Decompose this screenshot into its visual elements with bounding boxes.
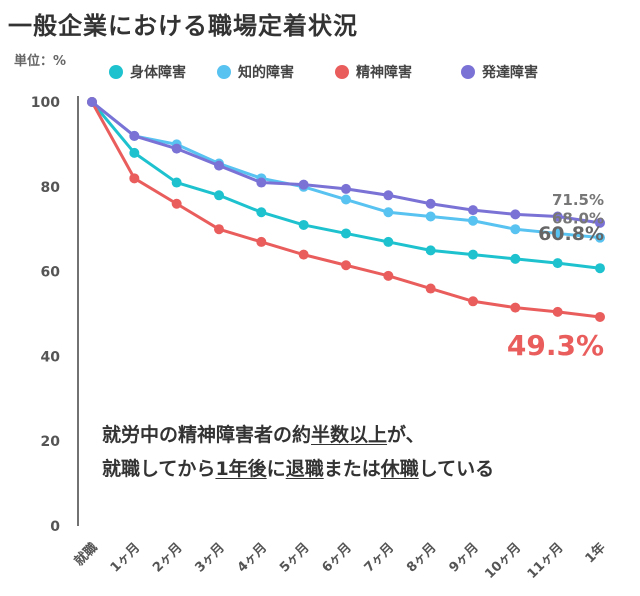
legend-label: 知的障害 [238, 64, 294, 81]
x-tick-label: 2ヶ月 [150, 540, 185, 575]
annotation-text: 就労中の精神障害者の約 [102, 424, 312, 446]
data-point [468, 205, 478, 216]
data-point [383, 207, 394, 218]
data-point [383, 270, 394, 281]
legend-marker [109, 65, 123, 79]
data-point [87, 97, 97, 107]
annotation-text: している [418, 458, 495, 480]
y-tick-label: 0 [50, 519, 60, 535]
annotation-text: に [266, 458, 286, 480]
annotation-emphasis: 休職 [380, 458, 419, 480]
y-tick-label: 100 [31, 95, 60, 111]
data-point [171, 198, 182, 209]
y-tick-label: 60 [41, 265, 61, 281]
data-point [341, 260, 351, 271]
data-point [510, 253, 521, 264]
data-point [256, 177, 267, 188]
data-point [510, 209, 521, 220]
x-tick-label: 10ヶ月 [482, 540, 524, 582]
data-point [171, 177, 182, 188]
y-tick-label: 20 [41, 434, 61, 450]
y-tick-label: 40 [41, 349, 61, 365]
data-point [298, 219, 309, 230]
data-point [341, 228, 351, 239]
data-point [552, 211, 563, 222]
end-value-label: 49.3% [507, 329, 604, 362]
x-tick-label: 7ヶ月 [362, 540, 397, 575]
x-tick-label: 1ヶ月 [108, 540, 143, 575]
x-tick-label: 3ヶ月 [192, 540, 227, 575]
series-line [91, 100, 601, 240]
x-tick-label: 4ヶ月 [235, 540, 270, 575]
series-line [91, 100, 601, 225]
data-point [595, 232, 605, 243]
data-point [425, 245, 436, 256]
data-point [552, 228, 563, 239]
x-tick-label: 1年 [582, 540, 609, 567]
annotation-text: が、 [387, 424, 425, 446]
end-value-label: 68.0% [552, 210, 604, 228]
legend-marker [217, 65, 231, 79]
series-line [90, 101, 601, 319]
end-value-label: 71.5% [552, 191, 604, 209]
data-point [552, 306, 563, 317]
y-tick-label: 80 [41, 180, 61, 196]
data-point [298, 249, 309, 260]
data-point [510, 224, 521, 235]
data-point [256, 236, 267, 247]
unit-label: 単位：% [14, 54, 67, 69]
data-point [468, 296, 478, 307]
annotation-text: または [323, 458, 381, 480]
x-tick-label: 5ヶ月 [277, 540, 312, 575]
data-point [129, 173, 140, 184]
data-point [383, 236, 394, 247]
legend-marker [335, 65, 349, 79]
annotation-line-1: 就労中の精神障害者の約半数以上が、 [102, 418, 494, 452]
data-point [129, 147, 140, 158]
data-point [341, 194, 351, 205]
data-point [214, 190, 224, 201]
end-value-label: 60.8% [538, 223, 604, 245]
annotation-text: 就職してから [102, 458, 216, 480]
chart-title: 一般企業における職場定着状況 [8, 12, 358, 40]
data-point [510, 302, 521, 313]
legend-label: 身体障害 [130, 64, 186, 81]
data-point [214, 160, 224, 171]
x-tick-label: 9ヶ月 [446, 540, 481, 575]
data-point [256, 207, 267, 218]
x-tick-label: 11ヶ月 [525, 540, 567, 582]
data-point [468, 249, 478, 260]
data-point [298, 179, 309, 190]
data-point [425, 198, 436, 209]
x-tick-label: 8ヶ月 [404, 540, 439, 575]
annotation-emphasis: 1年後 [215, 458, 267, 480]
data-point [425, 211, 436, 222]
data-point [595, 217, 605, 228]
data-point [425, 283, 436, 294]
annotation-emphasis: 退職 [285, 458, 324, 480]
annotation: 就労中の精神障害者の約半数以上が、 就職してから1年後に退職または休職している [102, 418, 494, 486]
data-point [383, 190, 394, 201]
annotation-emphasis: 半数以上 [311, 424, 388, 446]
data-point [468, 215, 478, 226]
annotation-line-2: 就職してから1年後に退職または休職している [102, 452, 494, 486]
x-tick-label: 6ヶ月 [319, 540, 354, 575]
x-tick-label: 就職 [71, 540, 101, 570]
data-point [595, 263, 605, 274]
data-point [341, 183, 351, 194]
data-point [214, 224, 224, 235]
legend-label: 精神障害 [356, 64, 412, 81]
data-point [595, 311, 605, 322]
data-point [171, 143, 182, 154]
legend-marker [461, 65, 475, 79]
legend-label: 発達障害 [481, 64, 538, 81]
data-point [552, 258, 563, 269]
data-point [129, 130, 140, 141]
